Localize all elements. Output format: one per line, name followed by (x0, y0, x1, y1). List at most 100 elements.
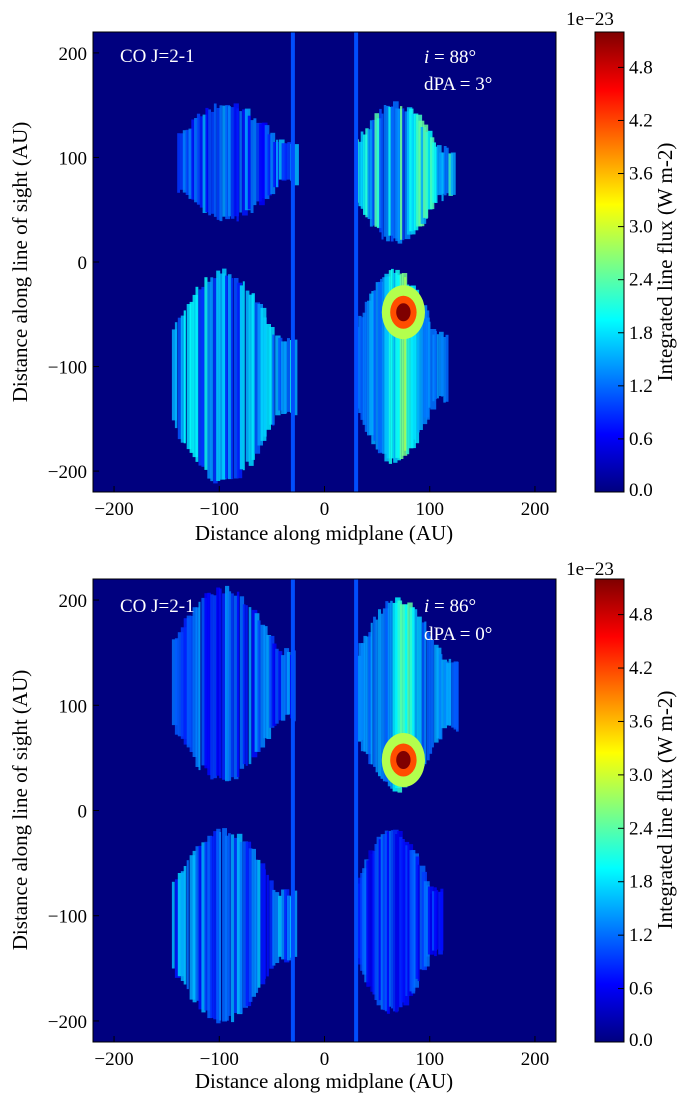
emission-streak (424, 621, 427, 765)
emission-streak (411, 850, 416, 994)
emission-streak (257, 859, 261, 988)
x-tick-label: 0 (320, 1049, 330, 1070)
line-label: CO J=2-1 (120, 596, 195, 617)
emission-streak (231, 278, 234, 480)
emission-streak (248, 848, 253, 1002)
emission-streak (231, 834, 235, 1023)
emission-streak (186, 304, 192, 450)
emission-streak (446, 147, 449, 194)
emission-streak (245, 841, 252, 1007)
emission-streak (216, 587, 220, 776)
emission-streak (180, 315, 186, 443)
emission-streak (245, 290, 250, 462)
emission-streak (365, 128, 369, 218)
emission-streak (380, 613, 384, 779)
emission-streak (272, 334, 275, 426)
emission-streak (384, 830, 389, 1012)
emission-streak (372, 850, 377, 995)
x-tick-label: −200 (94, 499, 133, 520)
colorbar-tick-label: 1.8 (629, 872, 653, 893)
panel-top: −200 −100 0 100 200 −200 −100 0 100 200 CO J=2-1… (8, 9, 677, 545)
emission-streak (198, 601, 201, 771)
emission-streak (425, 317, 430, 420)
colorbar-tick-label: 1.2 (629, 925, 653, 946)
emission-streak (358, 643, 363, 740)
emission-streak (233, 837, 240, 1013)
y-tick-label: −200 (48, 1012, 87, 1033)
colorbar-tick-label: 4.8 (629, 57, 653, 78)
emission-streak (411, 113, 416, 235)
emission-streak (254, 302, 261, 454)
emission-peak (396, 751, 411, 769)
emission-streak (443, 146, 447, 196)
y-tick-label: −100 (48, 907, 87, 928)
emission-streak (453, 661, 459, 730)
emission-streak (219, 105, 223, 222)
emission-streak (445, 334, 449, 402)
emission-streak (174, 322, 178, 429)
emission-streak (260, 863, 266, 985)
y-axis-label: Distance along line of sight (AU) (8, 670, 32, 951)
emission-layer (171, 32, 456, 492)
emission-streak (251, 293, 255, 460)
x-tick-label: −200 (94, 1049, 133, 1070)
emission-streak (202, 114, 207, 213)
colorbar-tick-label: 0.6 (629, 979, 653, 1000)
emission-streak (360, 317, 365, 420)
emission-streak (185, 129, 191, 195)
emission-streak (448, 658, 452, 726)
emission-streak (409, 108, 414, 232)
emission-streak (371, 291, 376, 445)
emission-streak (196, 113, 201, 205)
emission-streak (251, 609, 258, 758)
emission-streak (281, 143, 287, 181)
emission-streak (242, 281, 245, 471)
emission-streak (182, 130, 188, 193)
emission-streak (369, 120, 373, 227)
emission-streak (263, 626, 268, 739)
colorbar-tick-label: 2.4 (629, 270, 653, 291)
emission-streak (204, 593, 210, 769)
emission-streak (171, 881, 175, 969)
emission-streak (177, 133, 180, 193)
x-axis-ticks: −200 −100 0 100 200 (94, 486, 549, 520)
line-label: CO J=2-1 (120, 46, 195, 67)
emission-streak (417, 864, 420, 982)
emission-streak (436, 334, 439, 399)
y-tick-label: 200 (59, 591, 88, 612)
emission-streak (210, 594, 214, 780)
emission-streak (378, 839, 383, 1001)
emission-streak (231, 593, 234, 778)
emission-streak (192, 850, 197, 1003)
emission-streak (401, 839, 405, 1003)
emission-streak (439, 654, 443, 740)
colorbar-gradient (594, 578, 625, 1043)
colorbar-tick-label: 0.0 (629, 1030, 653, 1051)
colorbar-ticks: 0.0 0.6 1.2 1.8 2.4 3.0 3.6 4.2 4.8 (618, 605, 653, 1051)
emission-streak (366, 860, 370, 987)
emission-streak (385, 601, 389, 782)
emission-streak (441, 152, 444, 202)
emission-streak (413, 113, 419, 231)
emission-streak (251, 848, 256, 997)
emission-streak (225, 835, 229, 1021)
emission-streak (228, 591, 232, 781)
y-axis-ticks: −200 −100 0 100 200 (48, 44, 99, 483)
y-tick-label: 100 (59, 696, 88, 717)
emission-streak (436, 647, 442, 739)
emission-streak (358, 315, 362, 413)
y-tick-label: 200 (59, 44, 88, 65)
emission-streak (211, 111, 215, 214)
emission-streak (441, 335, 444, 397)
emission-streak (186, 860, 189, 990)
colorbar-ticks: 0.0 0.6 1.2 1.8 2.4 3.0 3.6 4.2 4.8 (618, 57, 653, 501)
emission-streak (205, 107, 209, 213)
emission-streak (201, 286, 205, 467)
emission-streak (417, 296, 420, 433)
colorbar: 0.0 0.6 1.2 1.8 2.4 3.0 3.6 4.2 4.8 1e−23 Integr… (566, 9, 677, 501)
emission-streak (207, 281, 212, 479)
emission-streak (391, 830, 393, 1009)
emission-streak (270, 132, 276, 195)
emission-streak (275, 335, 281, 416)
emission-streak (242, 604, 246, 765)
